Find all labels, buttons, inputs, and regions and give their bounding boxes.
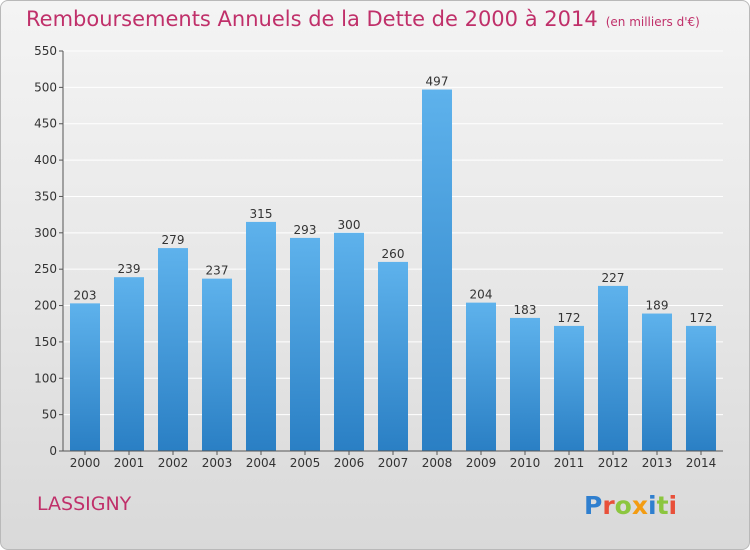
x-tick-label-2008: 2008 <box>422 456 453 470</box>
bar-2003 <box>202 278 232 451</box>
bar-2008 <box>422 89 452 451</box>
logo-letter: P <box>584 491 603 520</box>
x-tick-label-2003: 2003 <box>202 456 233 470</box>
commune-name: LASSIGNY <box>37 493 132 515</box>
value-label-2008: 497 <box>426 75 449 89</box>
x-tick-label-2013: 2013 <box>642 456 673 470</box>
chart-title-block: Remboursements Annuels de la Dette de 20… <box>26 7 700 31</box>
y-tick-label: 550 <box>34 44 57 58</box>
x-tick-label-2014: 2014 <box>686 456 717 470</box>
bar-2001 <box>114 277 144 451</box>
value-label-2010: 183 <box>514 303 537 317</box>
y-tick-label: 50 <box>42 408 57 422</box>
chart-title: Remboursements Annuels de la Dette de 20… <box>26 7 598 31</box>
y-tick-label: 0 <box>49 444 57 458</box>
bar-2012 <box>598 285 628 451</box>
value-label-2014: 172 <box>690 311 713 325</box>
y-tick-label: 350 <box>34 189 57 203</box>
y-tick-label: 200 <box>34 299 57 313</box>
bar-2010 <box>510 317 540 451</box>
bar-2007 <box>378 261 408 451</box>
bar-2002 <box>158 248 188 451</box>
logo-letter: i <box>668 491 678 520</box>
value-label-2009: 204 <box>470 288 493 302</box>
value-label-2004: 315 <box>250 207 273 221</box>
value-label-2005: 293 <box>294 223 317 237</box>
y-tick-label: 500 <box>34 80 57 94</box>
bar-2011 <box>554 325 584 451</box>
bar-2013 <box>642 313 672 451</box>
bar-2006 <box>334 232 364 451</box>
x-tick-label-2012: 2012 <box>598 456 629 470</box>
x-tick-label-2011: 2011 <box>554 456 585 470</box>
x-tick-label-2007: 2007 <box>378 456 409 470</box>
y-tick-label: 300 <box>34 226 57 240</box>
x-tick-label-2004: 2004 <box>246 456 277 470</box>
bar-2000 <box>70 303 100 451</box>
x-tick-label-2002: 2002 <box>158 456 189 470</box>
y-tick-label: 250 <box>34 262 57 276</box>
value-label-2013: 189 <box>646 299 669 313</box>
y-tick-label: 100 <box>34 371 57 385</box>
value-label-2012: 227 <box>602 271 625 285</box>
x-tick-label-2000: 2000 <box>70 456 101 470</box>
x-tick-label-2001: 2001 <box>114 456 145 470</box>
x-tick-label-2006: 2006 <box>334 456 365 470</box>
value-label-2006: 300 <box>338 218 361 232</box>
value-label-2000: 203 <box>74 288 97 302</box>
bar-2014 <box>686 325 716 451</box>
value-label-2002: 279 <box>162 233 185 247</box>
x-tick-label-2010: 2010 <box>510 456 541 470</box>
value-label-2007: 260 <box>382 247 405 261</box>
y-tick-label: 150 <box>34 335 57 349</box>
y-tick-label: 450 <box>34 117 57 131</box>
x-axis: 2000 2001 2002 2003 2004 2005 2006 2007 2008 2009… <box>63 450 723 470</box>
logo-letter: i <box>648 491 657 520</box>
y-tick-label: 400 <box>34 153 57 167</box>
value-label-2003: 237 <box>206 264 229 278</box>
value-label-2011: 172 <box>558 311 581 325</box>
y-axis: 0 50 100 150 200 250 300 350 400 450 500 550 <box>34 44 64 458</box>
x-tick-label-2009: 2009 <box>466 456 497 470</box>
x-tick-label-2005: 2005 <box>290 456 321 470</box>
logo-letter: x <box>631 491 648 520</box>
value-label-2001: 239 <box>118 262 141 276</box>
bar-2005 <box>290 237 320 451</box>
chart-unit: (en milliers d'€) <box>605 15 700 29</box>
logo-letter: t <box>656 491 669 520</box>
bars: 203 239 279 237 315 293 300 260 497 204 183 172 227 1… <box>70 75 716 451</box>
proxiti-logo: Proxiti <box>584 491 677 520</box>
bar-2009 <box>466 302 496 451</box>
logo-letter: o <box>614 491 632 520</box>
bar-2004 <box>246 221 276 451</box>
logo-letter: r <box>602 491 615 520</box>
